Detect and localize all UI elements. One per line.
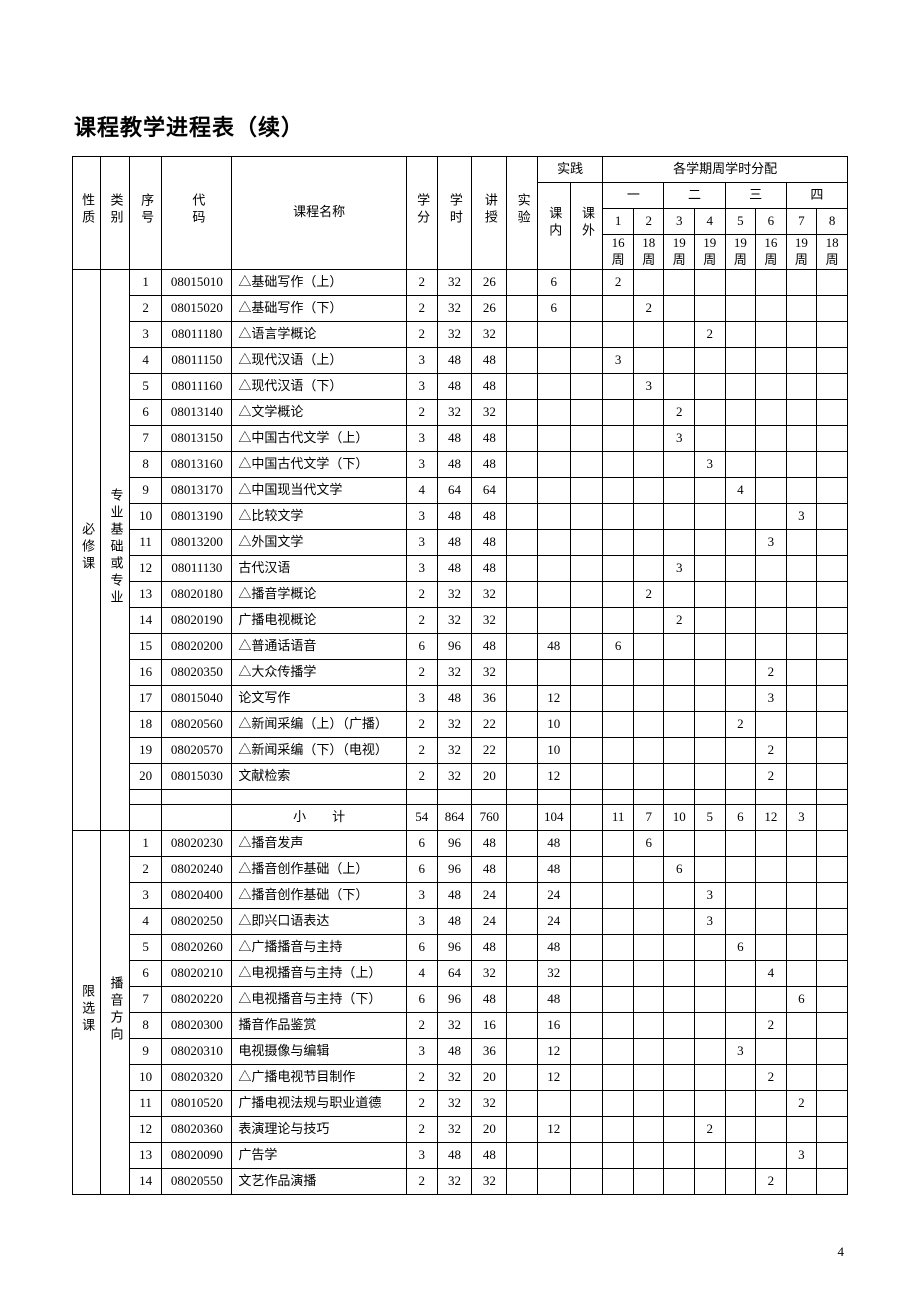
- table-row: 708013150△中国古代文学（上）348483: [73, 425, 848, 451]
- hdr-practice: 实践: [537, 157, 602, 183]
- category-cell: 播音方向: [101, 830, 129, 1194]
- hdr-s6: 6: [756, 209, 787, 235]
- nature-cell: 必修课: [73, 269, 101, 830]
- hdr-lab: 实验: [507, 157, 538, 270]
- hdr-lecture: 讲授: [472, 157, 507, 270]
- table-row: 308020400△播音创作基础（下）34824243: [73, 882, 848, 908]
- table-row: 1108010520广播电视法规与职业道德232322: [73, 1090, 848, 1116]
- table-row: 208020240△播音创作基础（上）69648486: [73, 856, 848, 882]
- hdr-category: 类别: [101, 157, 129, 270]
- table-row: 1208011130古代汉语348483: [73, 555, 848, 581]
- table-row: 408020250△即兴口语表达34824243: [73, 908, 848, 934]
- table-row: 408011150△现代汉语（上）348483: [73, 347, 848, 373]
- hdr-s4: 4: [695, 209, 726, 235]
- table-row: 1208020360表演理论与技巧23220122: [73, 1116, 848, 1142]
- hdr-s2: 2: [633, 209, 664, 235]
- table-row: 1908020570△新闻采编（下）（电视）23222102: [73, 737, 848, 763]
- hdr-year3: 三: [725, 183, 786, 209]
- hdr-w4: 19周: [695, 235, 726, 270]
- table-header: 性质 类别 序号 代码 课程名称 学分 学时 讲授 实验 实践 各学期周学时分配…: [73, 157, 848, 270]
- hdr-w8: 18周: [817, 235, 848, 270]
- table-row: 1808020560△新闻采编（上）（广播）23222102: [73, 711, 848, 737]
- table-row: 608013140△文学概论232322: [73, 399, 848, 425]
- table-row: 208015020△基础写作（下）2322662: [73, 295, 848, 321]
- table-row: 限选课播音方向108020230△播音发声69648486: [73, 830, 848, 856]
- hdr-w2: 18周: [633, 235, 664, 270]
- hdr-year4: 四: [786, 183, 847, 209]
- table-row: 1008020320△广播电视节目制作23220122: [73, 1064, 848, 1090]
- hdr-s5: 5: [725, 209, 756, 235]
- hdr-s8: 8: [817, 209, 848, 235]
- hdr-w1: 16周: [603, 235, 634, 270]
- hdr-s1: 1: [603, 209, 634, 235]
- page-number: 4: [838, 1244, 845, 1260]
- hdr-index: 序号: [129, 157, 162, 270]
- hdr-w3: 19周: [664, 235, 695, 270]
- table-row: 708020220△电视播音与主持（下）69648486: [73, 986, 848, 1012]
- table-row: 908013170△中国现当代文学464644: [73, 477, 848, 503]
- table-row: 908020310电视摄像与编辑34836123: [73, 1038, 848, 1064]
- table-row: 808013160△中国古代文学（下）348483: [73, 451, 848, 477]
- hdr-practice-out: 课外: [570, 183, 603, 270]
- curriculum-table: 性质 类别 序号 代码 课程名称 学分 学时 讲授 实验 实践 各学期周学时分配…: [72, 156, 848, 1195]
- table-body: 必修课专业基础或专业108015010△基础写作（上）2322662208015…: [73, 269, 848, 1194]
- table-row: 1408020550文艺作品演播232322: [73, 1168, 848, 1194]
- hdr-credit: 学分: [406, 157, 437, 270]
- table-row: 1608020350△大众传播学232322: [73, 659, 848, 685]
- category-cell: 专业基础或专业: [101, 269, 129, 830]
- hdr-w5: 19周: [725, 235, 756, 270]
- table-row: 308011180△语言学概论232322: [73, 321, 848, 347]
- hdr-course-name: 课程名称: [232, 157, 407, 270]
- page: 课程教学进程表（续） 性质 类别 序号 代码 课程名称 学分 学时 讲授 实验 …: [0, 0, 920, 1302]
- table-row: 1108013200△外国文学348483: [73, 529, 848, 555]
- hdr-year2: 二: [664, 183, 725, 209]
- hdr-nature: 性质: [73, 157, 101, 270]
- hdr-year1: 一: [603, 183, 664, 209]
- table-row: 1508020200△普通话语音69648486: [73, 633, 848, 659]
- table-row: 1308020180△播音学概论232322: [73, 581, 848, 607]
- table-row: 808020300播音作品鉴赏23216162: [73, 1012, 848, 1038]
- page-title: 课程教学进程表（续）: [74, 110, 848, 142]
- hdr-s3: 3: [664, 209, 695, 235]
- empty-row: [73, 789, 848, 804]
- hdr-practice-in: 课内: [537, 183, 570, 270]
- table-row: 1308020090广告学348483: [73, 1142, 848, 1168]
- hdr-s7: 7: [786, 209, 817, 235]
- hdr-w6: 16周: [756, 235, 787, 270]
- subtotal-row: 小 计548647601041171056123: [73, 804, 848, 830]
- table-row: 必修课专业基础或专业108015010△基础写作（上）2322662: [73, 269, 848, 295]
- hdr-sem-dist: 各学期周学时分配: [603, 157, 848, 183]
- hdr-w7: 19周: [786, 235, 817, 270]
- hdr-code: 代码: [162, 157, 232, 270]
- table-row: 1008013190△比较文学348483: [73, 503, 848, 529]
- table-row: 1708015040论文写作34836123: [73, 685, 848, 711]
- hdr-hours: 学时: [437, 157, 472, 270]
- table-row: 608020210△电视播音与主持（上）46432324: [73, 960, 848, 986]
- table-row: 1408020190广播电视概论232322: [73, 607, 848, 633]
- nature-cell: 限选课: [73, 830, 101, 1194]
- table-row: 508020260△广播播音与主持69648486: [73, 934, 848, 960]
- table-row: 2008015030文献检索23220122: [73, 763, 848, 789]
- table-row: 508011160△现代汉语（下）348483: [73, 373, 848, 399]
